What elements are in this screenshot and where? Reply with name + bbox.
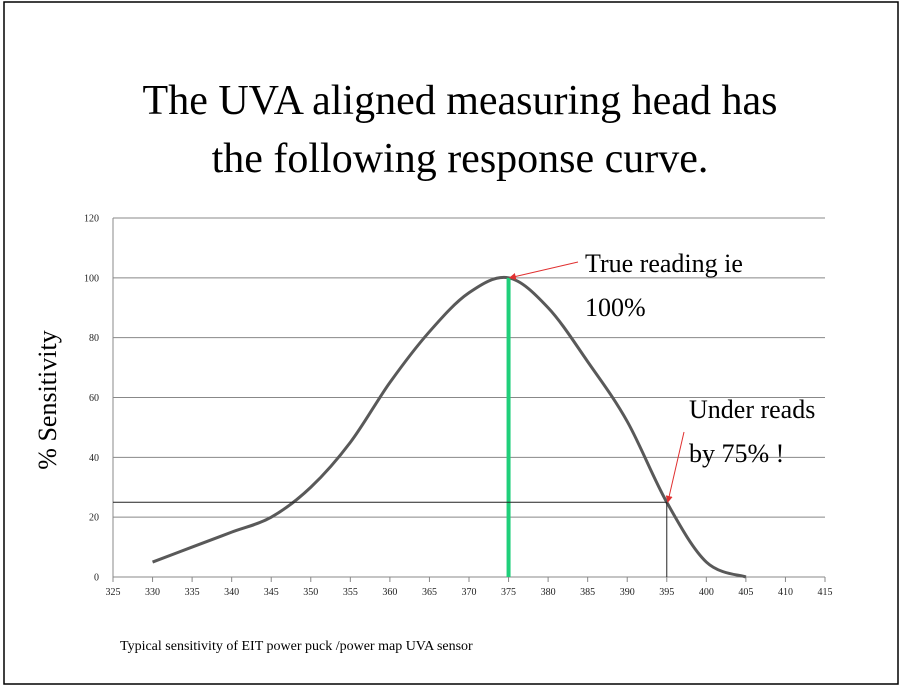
- annotation-text: Under reads: [689, 395, 815, 424]
- x-tick-label: 385: [580, 587, 595, 598]
- x-tick-label: 365: [422, 587, 437, 598]
- x-tick-label: 390: [620, 587, 635, 598]
- x-tick-label: 375: [501, 587, 516, 598]
- x-tick-label: 360: [382, 587, 397, 598]
- y-tick-label: 20: [89, 513, 99, 524]
- title-line: the following response curve.: [212, 136, 709, 182]
- x-tick-label: 330: [145, 587, 160, 598]
- annotation-text: by 75% !: [689, 439, 784, 468]
- x-tick-label: 380: [541, 587, 556, 598]
- x-tick-label: 355: [343, 587, 358, 598]
- x-tick-label: 340: [224, 587, 239, 598]
- x-tick-label: 325: [106, 587, 121, 598]
- x-tick-label: 405: [738, 587, 753, 598]
- slide-border: [3, 1, 899, 685]
- annotation-text: True reading ie: [585, 249, 743, 278]
- x-tick-label: 400: [699, 587, 714, 598]
- y-tick-label: 120: [84, 214, 99, 225]
- x-tick-label: 350: [303, 587, 318, 598]
- response-curve: [152, 275, 747, 579]
- caption: Typical sensitivity of EIT power puck /p…: [120, 639, 473, 654]
- annotation-text: 100%: [585, 293, 646, 322]
- y-tick-label: 0: [94, 573, 99, 584]
- x-tick-label: 370: [462, 587, 477, 598]
- x-tick-label: 410: [778, 587, 793, 598]
- y-tick-label: 80: [89, 333, 99, 344]
- annotation-arrow: [508, 261, 579, 280]
- y-tick-label: 40: [89, 453, 99, 464]
- x-tick-label: 345: [264, 587, 279, 598]
- y-tick-label: 60: [89, 393, 99, 404]
- annotation-arrow: [665, 431, 685, 503]
- y-tick-label: 100: [84, 273, 99, 284]
- title-line: The UVA aligned measuring head has: [143, 78, 778, 124]
- y-axis-label: % Sensitivity: [33, 330, 62, 469]
- x-tick-label: 395: [659, 587, 674, 598]
- x-tick-label: 415: [818, 587, 833, 598]
- x-tick-label: 335: [185, 587, 200, 598]
